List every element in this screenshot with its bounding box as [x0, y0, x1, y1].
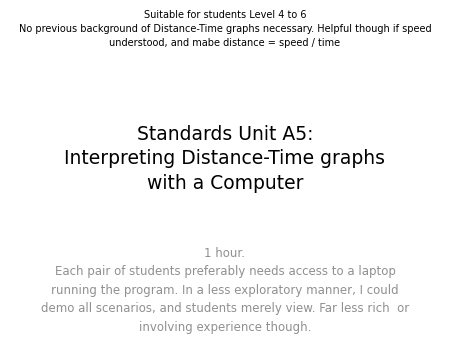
Text: Standards Unit A5:
Interpreting Distance-Time graphs
with a Computer: Standards Unit A5: Interpreting Distance…: [64, 125, 386, 193]
Text: 1 hour.
Each pair of students preferably needs access to a laptop
running the pr: 1 hour. Each pair of students preferably…: [41, 247, 409, 338]
Text: Suitable for students Level 4 to 6
No previous background of Distance-Time graph: Suitable for students Level 4 to 6 No pr…: [19, 10, 431, 48]
